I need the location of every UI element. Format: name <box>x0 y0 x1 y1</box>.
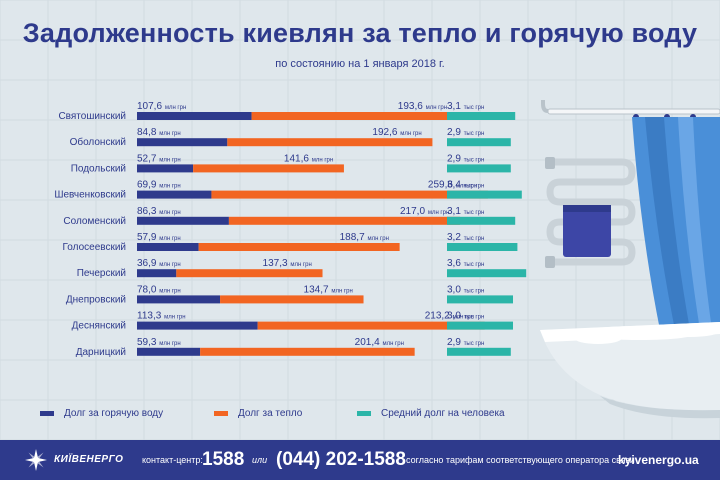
bar-average-debt <box>447 295 513 304</box>
data-label-average-debt: 3,1 тыс грн <box>447 206 484 217</box>
footer-note: согласно тарифам соответствующего операт… <box>406 455 635 465</box>
bar-heat <box>251 112 458 120</box>
shower-curtain <box>632 117 720 330</box>
data-label-heat: 213,2 млн грн <box>425 311 474 322</box>
bar-heat <box>220 295 364 304</box>
bar-average-debt <box>447 243 518 251</box>
data-label-hot-water: 107,6 млн грн <box>137 101 186 112</box>
category-label: Дарницкий <box>76 347 126 358</box>
bar-hot-water <box>137 347 201 356</box>
bar-average-debt <box>447 321 513 330</box>
footer-brand: КИЇВЕНЕРГО <box>54 454 124 465</box>
data-label-heat: 134,7 млн грн <box>304 284 353 295</box>
data-label-heat: 188,7 млн грн <box>340 232 389 243</box>
legend-swatch-per-person <box>357 411 371 416</box>
bathtub <box>540 322 720 419</box>
data-label-heat: 192,6 млн грн <box>372 127 421 138</box>
page-subtitle: по состоянию на 1 января 2018 г. <box>275 58 445 70</box>
data-label-heat: 141,6 млн грн <box>284 153 333 164</box>
data-label-heat: 193,6 млн грн <box>398 101 447 112</box>
legend-item-heat: Долг за тепло <box>214 408 302 419</box>
data-label-hot-water: 59,3 млн грн <box>137 337 181 348</box>
footer-short-number[interactable]: 1588 <box>202 449 245 470</box>
towel <box>563 205 611 257</box>
footer-bar: КИЇВЕНЕРГО контакт-центр: 1588 или (044)… <box>0 440 720 480</box>
category-label: Печерский <box>77 268 126 279</box>
legend-label-heat: Долг за тепло <box>238 408 303 419</box>
legend-item-hot-water: Долг за горячую воду <box>40 408 163 419</box>
bar-heat <box>200 347 415 356</box>
data-label-hot-water: 86,3 млн грн <box>137 206 181 217</box>
data-label-hot-water: 36,9 млн грн <box>137 258 181 269</box>
data-label-average-debt: 3,0 тыс грн <box>447 311 484 322</box>
category-label: Святошинский <box>58 111 126 122</box>
data-label-heat: 259,6 млн грн <box>428 180 477 191</box>
bar-hot-water <box>137 190 212 199</box>
data-label-average-debt: 2,9 тыс грн <box>447 337 484 348</box>
category-label: Голосеевский <box>63 242 126 253</box>
bar-average-debt <box>447 269 527 278</box>
bar-average-debt <box>447 138 511 147</box>
bar-hot-water <box>137 164 194 173</box>
page-title: Задолженность киевлян за тепло и горячую… <box>22 18 698 48</box>
category-label: Подольский <box>71 163 126 174</box>
kyivenergo-logo-icon <box>25 449 47 471</box>
bar-hot-water <box>137 295 221 304</box>
data-label-hot-water: 69,9 млн грн <box>137 180 181 191</box>
bar-heat <box>257 321 485 330</box>
data-label-average-debt: 2,9 тыс грн <box>447 127 484 138</box>
data-label-heat: 137,3 млн грн <box>263 258 312 269</box>
data-label-average-debt: 2,9 тыс грн <box>447 153 484 164</box>
category-label: Шевченковский <box>54 190 126 201</box>
category-label: Оболонский <box>70 136 126 148</box>
data-label-hot-water: 84,8 млн грн <box>137 127 181 138</box>
bar-heat <box>211 190 488 199</box>
data-label-heat: 201,4 млн грн <box>355 337 404 348</box>
bar-hot-water <box>137 216 229 225</box>
data-label-hot-water: 78,0 млн грн <box>137 284 181 295</box>
category-label: Соломенский <box>63 216 126 227</box>
bar-average-debt <box>447 112 516 120</box>
bar-heat <box>228 216 461 225</box>
data-label-hot-water: 113,3 млн грн <box>137 311 186 322</box>
footer-long-number[interactable]: (044) 202-1588 <box>276 449 406 470</box>
legend-label-per-person: Средний долг на человека <box>381 408 505 419</box>
bar-hot-water <box>137 112 252 120</box>
footer-contact-label: контакт-центр: <box>142 455 203 465</box>
data-label-average-debt: 3,4 тыс грн <box>447 180 484 191</box>
bar-hot-water <box>137 138 228 147</box>
legend-label-hot-water: Долг за горячую воду <box>64 408 164 419</box>
bar-heat <box>198 243 400 251</box>
bar-average-debt <box>447 216 516 225</box>
data-label-hot-water: 52,7 млн грн <box>137 153 181 164</box>
towel-dryer <box>545 157 636 268</box>
bar-average-debt <box>447 190 522 199</box>
data-label-hot-water: 57,9 млн грн <box>137 232 181 243</box>
legend-swatch-heat <box>214 411 228 416</box>
data-label-average-debt: 3,1 тыс грн <box>447 101 484 112</box>
bar-heat <box>227 138 433 147</box>
data-label-average-debt: 3,6 тыс грн <box>447 258 484 269</box>
bar-heat <box>176 269 323 278</box>
footer-site-link[interactable]: kyivenergo.ua <box>618 453 699 467</box>
data-label-average-debt: 3,0 тыс грн <box>447 284 484 295</box>
bathroom-illustration <box>540 100 720 419</box>
category-label: Деснянский <box>72 321 126 332</box>
data-label-heat: 217,0 млн грн <box>400 206 449 217</box>
bar-average-debt <box>447 164 511 173</box>
legend-item-per-person: Средний долг на человека <box>357 408 505 419</box>
data-label-average-debt: 3,2 тыс грн <box>447 232 484 243</box>
bar-heat <box>193 164 344 173</box>
legend-swatch-hot-water <box>40 411 54 416</box>
category-label: Днепровский <box>66 294 126 305</box>
footer-or: или <box>252 455 268 465</box>
bar-hot-water <box>137 243 199 251</box>
curtain-rod <box>541 100 720 120</box>
bar-hot-water <box>137 321 258 330</box>
bar-average-debt <box>447 347 511 356</box>
bar-hot-water <box>137 269 177 278</box>
